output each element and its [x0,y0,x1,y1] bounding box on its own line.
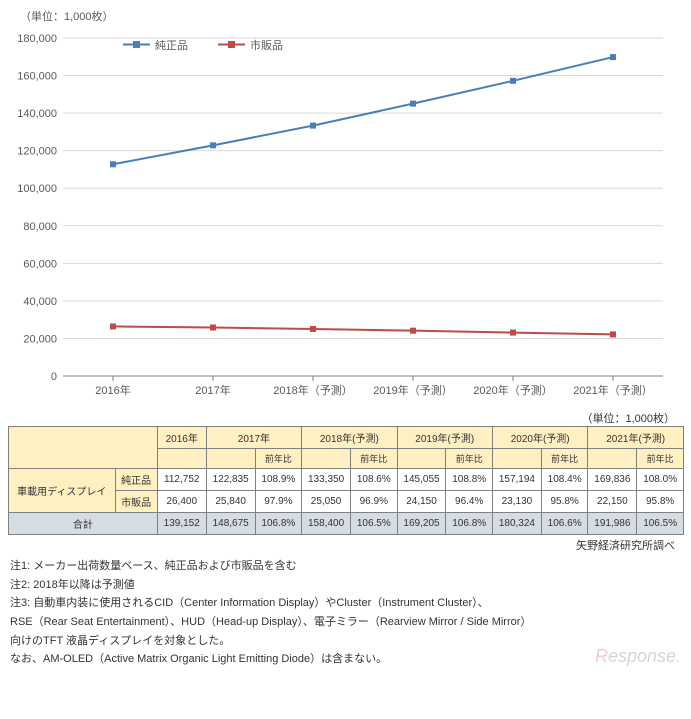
svg-text:40,000: 40,000 [23,296,57,308]
table-unit-label: （単位：1,000枚） [8,410,675,426]
footnotes: 注1: メーカー出荷数量ベース、純正品および市販品を含む注2: 2018年以降は… [10,557,683,669]
svg-text:80,000: 80,000 [23,221,57,233]
svg-text:市販品: 市販品 [250,38,283,52]
svg-text:2020年（予測）: 2020年（予測） [473,383,552,397]
svg-text:180,000: 180,000 [17,33,57,45]
svg-text:2021年（予測）: 2021年（予測） [573,383,652,397]
svg-text:2017年: 2017年 [195,383,230,397]
source-credit: 矢野経済研究所調べ [8,537,675,553]
line-chart: 0 20,000 40,000 60,000 80,000 100,000 120,000 1… [8,26,678,406]
chart-unit-label: （単位：1,000枚） [20,8,683,24]
svg-text:120,000: 120,000 [17,146,57,158]
svg-text:純正品: 純正品 [155,39,188,52]
svg-text:140,000: 140,000 [17,108,57,120]
svg-text:2019年（予測）: 2019年（予測） [373,383,452,397]
svg-text:2018年（予測）: 2018年（予測） [273,383,352,397]
svg-text:2016年: 2016年 [95,383,130,397]
svg-text:20,000: 20,000 [23,333,57,345]
svg-text:60,000: 60,000 [23,258,57,270]
data-table: 2016年2017年2018年(予測)2019年(予測)2020年(予測)202… [8,426,684,535]
svg-text:100,000: 100,000 [17,183,57,195]
svg-text:160,000: 160,000 [17,71,57,83]
svg-text:0: 0 [51,371,57,383]
